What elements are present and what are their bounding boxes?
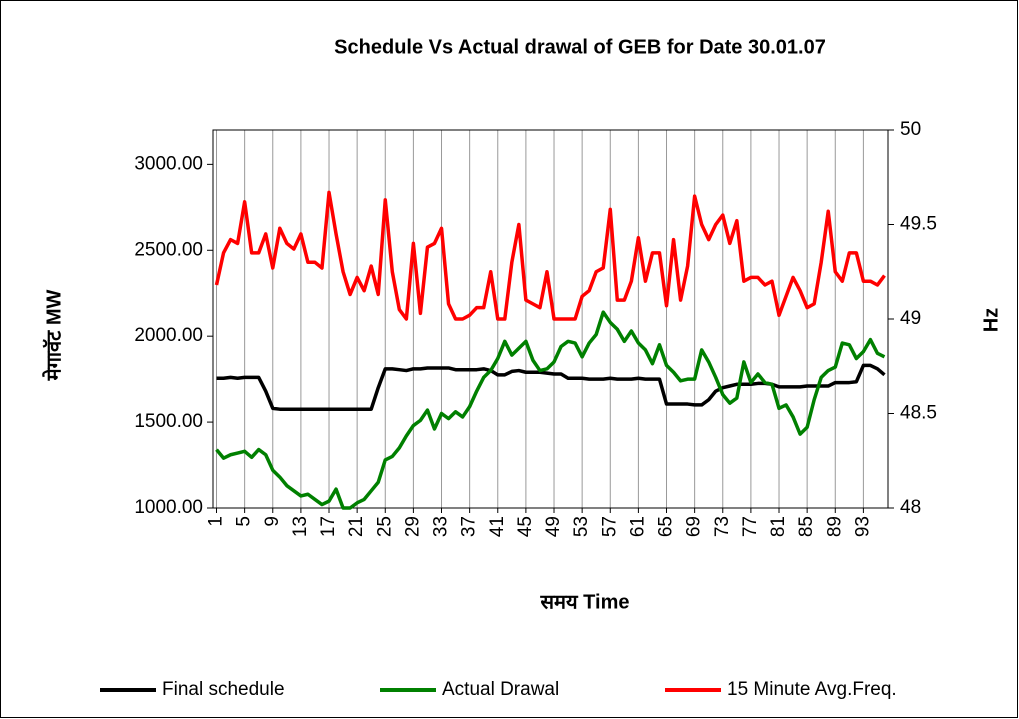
x-tick-label: 65 (656, 516, 677, 537)
x-tick-label: 93 (852, 516, 873, 537)
y2-tick-label: 48.5 (900, 403, 937, 424)
y2-tick-label: 48 (900, 497, 921, 518)
x-tick-label: 57 (599, 516, 620, 537)
y-axis-label: मेगावॅट MW (41, 290, 65, 382)
y-tick-label: 2000.00 (134, 325, 203, 346)
x-tick-label: 69 (684, 516, 705, 537)
series-line (215, 310, 886, 510)
x-tick-label: 81 (768, 516, 789, 537)
x-tick-label: 45 (515, 516, 536, 537)
y-tick-label: 1500.00 (134, 411, 203, 432)
x-tick-label: 49 (543, 516, 564, 537)
x-tick-label: 61 (627, 516, 648, 537)
y2-axis-label: Hz (980, 308, 1002, 332)
chart-title: Schedule Vs Actual drawal of GEB for Dat… (334, 36, 826, 58)
y-tick-label: 2500.00 (134, 239, 203, 260)
x-tick-label: 1 (206, 516, 227, 527)
x-tick-label: 33 (431, 516, 452, 537)
x-tick-label: 29 (402, 516, 423, 537)
y2-tick-label: 49.5 (900, 214, 937, 235)
x-axis-label: समय Time (540, 591, 630, 613)
series-line (214, 190, 886, 321)
x-tick-label: 9 (262, 516, 283, 527)
x-tick-label: 89 (824, 516, 845, 537)
x-tick-label: 17 (318, 516, 339, 537)
legend-label: 15 Minute Avg.Freq. (727, 679, 897, 700)
x-tick-label: 13 (290, 516, 311, 537)
x-tick-label: 37 (459, 516, 480, 537)
x-tick-label: 41 (487, 516, 508, 537)
y2-tick-label: 50 (900, 119, 921, 140)
legend-label: Final schedule (162, 679, 285, 700)
y2-tick-label: 49 (900, 308, 921, 329)
legend-label: Actual Drawal (442, 679, 559, 700)
x-tick-label: 25 (374, 516, 395, 537)
y-tick-label: 3000.00 (134, 153, 203, 174)
x-tick-label: 85 (796, 516, 817, 537)
x-tick-label: 21 (346, 516, 367, 537)
x-tick-label: 5 (234, 516, 255, 527)
y-tick-label: 1000.00 (134, 497, 203, 518)
x-tick-label: 73 (712, 516, 733, 537)
x-tick-label: 53 (571, 516, 592, 537)
x-tick-label: 77 (740, 516, 761, 537)
